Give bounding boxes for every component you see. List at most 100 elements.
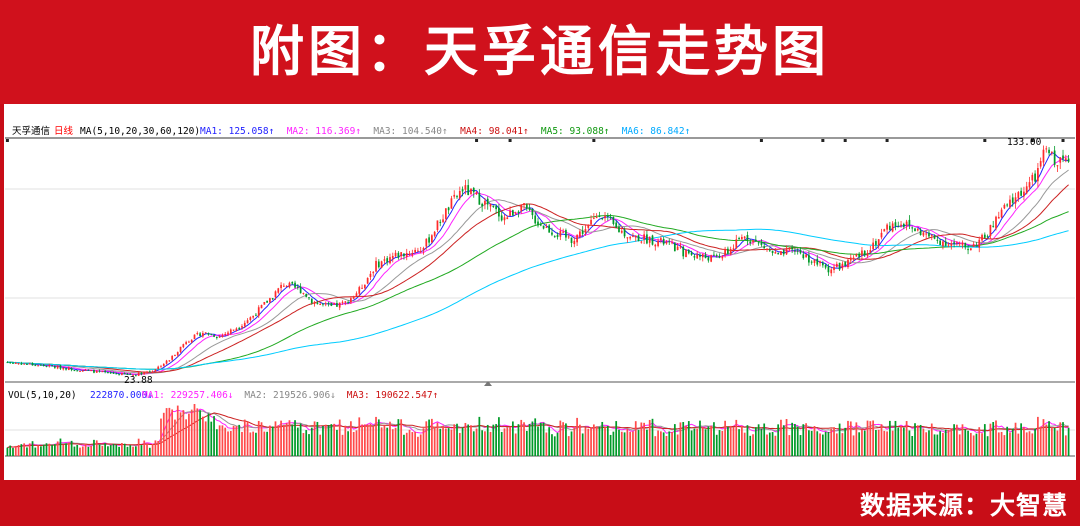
candle-body [637, 235, 640, 242]
candle-body [950, 243, 953, 246]
volume-bar [1034, 428, 1036, 456]
candle-body [654, 244, 657, 247]
volume-bar [880, 424, 883, 456]
volume-bar [506, 427, 509, 456]
candle-body [176, 352, 179, 356]
volume-bar [23, 443, 26, 456]
volume-bar [1056, 430, 1059, 456]
volume-bar [768, 432, 771, 456]
candle-body [274, 291, 277, 298]
candle-body [844, 262, 847, 266]
volume-bar [59, 438, 62, 456]
volume-bar [1011, 428, 1014, 456]
candle-body [721, 256, 724, 259]
candle-body [210, 333, 213, 335]
volume-bar [615, 421, 618, 456]
candle-body [612, 217, 615, 224]
candle-body [252, 315, 255, 318]
candle-body [324, 303, 327, 305]
volume-bar [969, 432, 972, 456]
volume-bar [752, 434, 754, 456]
volume-bar [576, 417, 578, 456]
volume-bar [1009, 432, 1011, 456]
volume-bar [202, 416, 204, 456]
volume-bar [70, 440, 73, 456]
volume-bar [914, 423, 916, 456]
candle-body [866, 252, 869, 257]
volume-bar [433, 426, 436, 456]
volume-bar [1006, 426, 1009, 456]
stock-name: 天孚通信 [12, 125, 50, 137]
volume-bar [1042, 419, 1045, 456]
candle-body [104, 370, 107, 372]
volume-bar [134, 446, 137, 456]
candle-body [936, 239, 939, 241]
volume-bar [405, 432, 408, 456]
volume-bar [894, 420, 897, 456]
ma-values: MA1: 125.058↑ MA2: 116.369↑ MA3: 104.540↑ M… [200, 126, 690, 137]
volume-bar [537, 426, 539, 456]
candle-body [551, 232, 553, 235]
volume-bar [668, 431, 671, 456]
volume-bar [808, 430, 810, 456]
volume-bar [380, 427, 383, 456]
chart-panel: 天孚通信 日线 MA(5,10,20,30,60,120) MA1: 125.0… [4, 104, 1076, 480]
volume-bar [841, 433, 844, 456]
candle-body [796, 250, 799, 252]
volume-bar [442, 425, 444, 456]
volume-bar [495, 424, 497, 456]
candle-body [277, 288, 280, 293]
candle-body [93, 370, 95, 373]
candle-body [598, 215, 601, 217]
volume-bar [835, 433, 838, 456]
candle-body [757, 242, 760, 244]
candle-body [350, 298, 352, 303]
volume-bar [447, 428, 450, 456]
candle-body [389, 257, 391, 264]
candle-body [419, 251, 422, 253]
candle-body [377, 261, 380, 268]
candle-body [754, 239, 757, 241]
volume-bar [12, 448, 14, 456]
volume-bar [531, 421, 534, 456]
volume-bar [986, 436, 989, 456]
volume-bar [1031, 433, 1034, 456]
volume-bar [1053, 428, 1056, 456]
candle-body [134, 375, 137, 377]
volume-ma-values: MA1: 229257.406↓ MA2: 219526.906↓ MA3: 190… [142, 390, 438, 401]
candle-body [835, 263, 838, 267]
volume-bar [243, 419, 246, 456]
candle-body [475, 192, 478, 195]
candle-body [869, 250, 872, 253]
volume-bar [992, 422, 995, 456]
candle-body [964, 242, 967, 248]
volume-bar [352, 431, 355, 456]
candle-body [229, 329, 232, 334]
candle-body [833, 266, 835, 270]
volume-bar [65, 443, 67, 456]
candle-body [235, 328, 238, 331]
candle-body [690, 252, 693, 255]
candle-body [146, 371, 148, 373]
candle-body [861, 250, 863, 256]
volume-bar [431, 418, 433, 456]
candle-body [67, 367, 70, 370]
volume-bar [302, 433, 305, 456]
candle-body [160, 366, 162, 368]
candle-body [327, 302, 330, 304]
candle-body [813, 259, 816, 263]
volume-bar [213, 416, 215, 456]
candle-body [668, 241, 671, 243]
candle-body [724, 249, 726, 256]
volume-bar [930, 423, 933, 456]
volume-bar [620, 431, 623, 456]
ma-value-1: MA1: 125.058↑ [200, 126, 274, 137]
candle-body [883, 229, 886, 232]
candle-body [777, 252, 780, 255]
candle-body [243, 322, 246, 327]
volume-bar [221, 425, 224, 456]
volume-bar [238, 424, 241, 456]
candle-body [372, 272, 375, 274]
ma-lines [7, 152, 1069, 376]
volume-bar [632, 431, 634, 456]
